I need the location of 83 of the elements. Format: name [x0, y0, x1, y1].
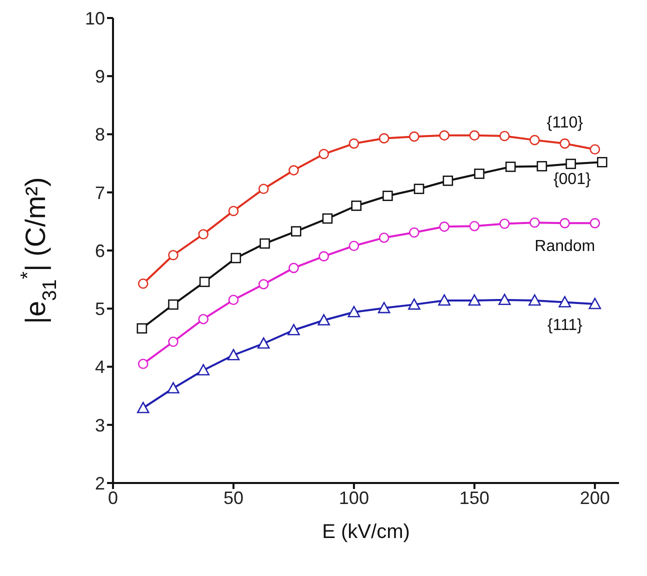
- y-tick-label: 2: [94, 473, 105, 494]
- point: [198, 314, 209, 324]
- point: [560, 138, 570, 149]
- x-tick-label: 50: [223, 488, 244, 508]
- point: [530, 217, 540, 228]
- point: [136, 402, 150, 414]
- point: [230, 252, 242, 264]
- point: [468, 294, 481, 306]
- point: [322, 213, 333, 224]
- x-tick-label: 0: [108, 488, 118, 508]
- point: [257, 337, 270, 349]
- point: [168, 299, 178, 310]
- point: [439, 130, 450, 141]
- point: [136, 323, 148, 334]
- point: [382, 190, 393, 202]
- point: [530, 134, 540, 146]
- point: [528, 294, 541, 306]
- y-tick-label: 5: [94, 299, 105, 320]
- series-label: {110}: [546, 114, 584, 132]
- point: [167, 382, 180, 394]
- point: [198, 229, 209, 240]
- point: [558, 296, 571, 308]
- point: [536, 161, 548, 172]
- point: [590, 218, 600, 228]
- point: [469, 220, 480, 232]
- y-tick-label: 8: [94, 124, 105, 145]
- point: [560, 218, 570, 228]
- y-tick-label: 10: [84, 8, 105, 28]
- point: [590, 144, 600, 155]
- y-tick-label: 7: [94, 182, 105, 203]
- series-label: {111}: [547, 316, 584, 334]
- point: [499, 218, 510, 229]
- point: [351, 200, 362, 211]
- x-tick-label: 100: [338, 488, 369, 508]
- point: [228, 294, 239, 306]
- point: [348, 306, 360, 318]
- point: [596, 157, 608, 168]
- point: [414, 184, 424, 194]
- series-label: Random: [534, 238, 596, 256]
- point: [197, 364, 210, 376]
- y-tick-label: 6: [94, 240, 105, 261]
- point: [260, 238, 270, 249]
- point: [378, 302, 390, 314]
- point: [348, 138, 360, 149]
- series-label: {001}: [553, 171, 592, 188]
- y-tick-label: 4: [94, 357, 105, 378]
- point: [409, 227, 420, 238]
- point: [138, 278, 148, 289]
- point: [499, 130, 510, 142]
- point: [318, 251, 329, 262]
- point: [318, 314, 330, 326]
- point: [288, 324, 300, 336]
- point: [228, 206, 239, 216]
- point: [168, 250, 178, 260]
- point: [378, 133, 390, 144]
- point: [258, 279, 269, 290]
- x-tick-label: 200: [580, 488, 610, 508]
- point: [438, 294, 450, 306]
- point: [505, 162, 516, 172]
- point: [168, 336, 178, 347]
- x-tick-label: 150: [459, 488, 490, 508]
- point: [439, 222, 450, 232]
- point: [138, 358, 148, 369]
- x-axis-title: E (kV/cm): [322, 521, 410, 543]
- point: [498, 294, 511, 306]
- point: [588, 298, 602, 310]
- point: [288, 165, 299, 176]
- point: [442, 176, 454, 186]
- y-tick-label: 9: [94, 66, 105, 87]
- point: [199, 276, 210, 288]
- point: [318, 148, 329, 160]
- point: [469, 130, 480, 141]
- point: [258, 184, 269, 194]
- point: [288, 262, 299, 274]
- point: [474, 168, 484, 179]
- y-tick-label: 3: [94, 415, 105, 436]
- point: [408, 298, 420, 310]
- point: [378, 232, 390, 243]
- point: [290, 226, 302, 236]
- point: [227, 348, 240, 360]
- point: [409, 131, 420, 142]
- point: [348, 240, 360, 251]
- point: [566, 158, 576, 170]
